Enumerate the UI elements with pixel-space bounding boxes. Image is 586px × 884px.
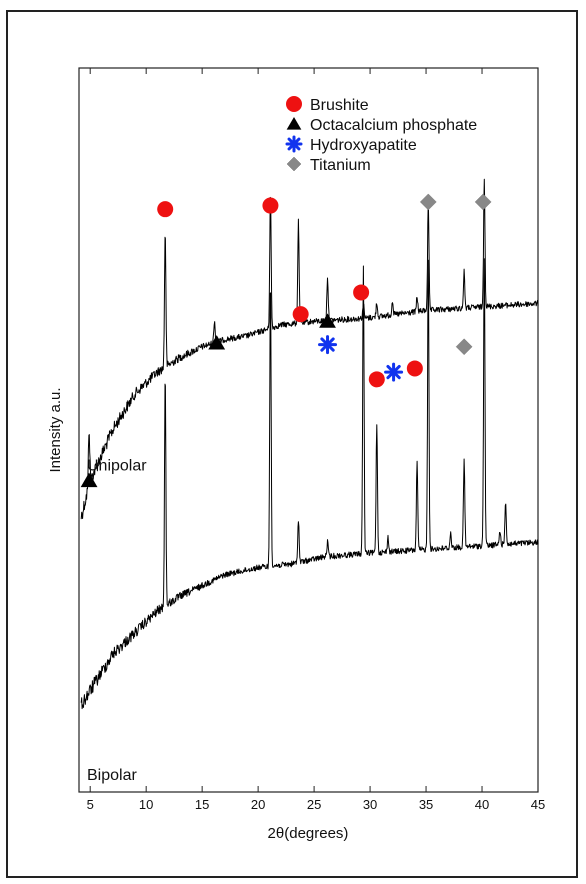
marker-hydroxyapatite bbox=[384, 362, 404, 382]
x-tick-label: 20 bbox=[251, 797, 265, 812]
figure-frame: Unipolar Bipolar 5 10 15 20 25 30 35 40 45 Brushi… bbox=[6, 10, 578, 878]
series-bipolar bbox=[80, 258, 539, 710]
legend-label-titanium: Titanium bbox=[310, 157, 371, 174]
x-tick-label: 45 bbox=[531, 797, 545, 812]
marker-brushite bbox=[157, 201, 174, 218]
marker-brushite bbox=[406, 360, 423, 377]
x-ticks: 5 10 15 20 25 30 35 40 45 bbox=[87, 68, 545, 812]
marker-brushite bbox=[262, 197, 279, 214]
marker-brushite bbox=[292, 306, 309, 323]
marker-octacalcium-phosphate bbox=[208, 335, 226, 350]
legend-label-hydroxyapatite: Hydroxyapatite bbox=[310, 137, 417, 154]
y-axis-label: Intensity a.u. bbox=[47, 387, 64, 472]
x-tick-label: 15 bbox=[195, 797, 209, 812]
x-tick-label: 5 bbox=[87, 797, 94, 812]
legend-marker-octacalcium-phosphate bbox=[286, 117, 302, 130]
series-unipolar bbox=[80, 178, 539, 520]
legend: Brushite Octacalcium phosphate Hydroxyapat… bbox=[285, 96, 477, 174]
legend-label-octacalcium-phosphate: Octacalcium phosphate bbox=[310, 117, 477, 134]
legend-marker-titanium bbox=[286, 156, 302, 172]
x-tick-label: 35 bbox=[419, 797, 433, 812]
traces: Unipolar Bipolar bbox=[80, 178, 539, 784]
phase-markers bbox=[80, 193, 492, 488]
series-label-bipolar: Bipolar bbox=[87, 767, 137, 784]
marker-brushite bbox=[368, 371, 385, 388]
x-tick-label: 40 bbox=[475, 797, 489, 812]
legend-marker-hydroxyapatite bbox=[285, 135, 303, 153]
legend-label-brushite: Brushite bbox=[310, 97, 369, 114]
marker-titanium bbox=[455, 338, 473, 356]
marker-octacalcium-phosphate bbox=[80, 472, 98, 488]
marker-hydroxyapatite bbox=[318, 335, 338, 355]
marker-titanium bbox=[474, 193, 492, 211]
marker-titanium bbox=[419, 193, 437, 211]
axes-box bbox=[78, 67, 539, 793]
legend-marker-brushite bbox=[286, 96, 302, 112]
x-tick-label: 10 bbox=[139, 797, 153, 812]
marker-brushite bbox=[353, 284, 370, 301]
x-axis-label: 2θ(degrees) bbox=[268, 825, 349, 842]
x-tick-label: 25 bbox=[307, 797, 321, 812]
marker-octacalcium-phosphate bbox=[319, 313, 336, 328]
x-tick-label: 30 bbox=[363, 797, 377, 812]
series-label-unipolar: Unipolar bbox=[87, 458, 147, 475]
xrd-chart: Unipolar Bipolar 5 10 15 20 25 30 35 40 45 Brushi… bbox=[47, 67, 545, 842]
